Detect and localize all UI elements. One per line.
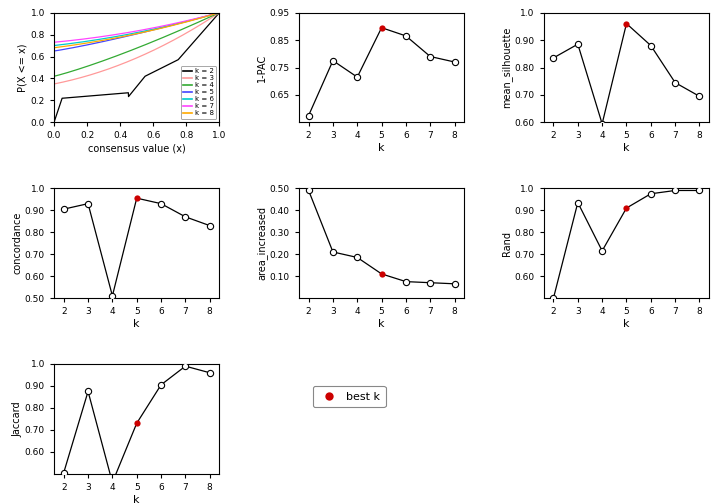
X-axis label: k: k <box>624 319 630 329</box>
X-axis label: consensus value (x): consensus value (x) <box>88 143 186 153</box>
X-axis label: k: k <box>378 143 385 153</box>
Y-axis label: area_increased: area_increased <box>256 206 267 280</box>
Legend: k = 2, k = 3, k = 4, k = 5, k = 6, k = 7, k = 8: k = 2, k = 3, k = 4, k = 5, k = 6, k = 7… <box>181 66 216 119</box>
X-axis label: k: k <box>133 494 140 504</box>
Y-axis label: P(X <= x): P(X <= x) <box>18 43 28 92</box>
Y-axis label: Jaccard: Jaccard <box>12 401 22 436</box>
Y-axis label: mean_silhouette: mean_silhouette <box>501 27 512 108</box>
Y-axis label: Rand: Rand <box>502 231 512 256</box>
Legend: best k: best k <box>312 386 386 407</box>
X-axis label: k: k <box>133 319 140 329</box>
Y-axis label: concordance: concordance <box>12 212 22 274</box>
X-axis label: k: k <box>624 143 630 153</box>
Y-axis label: 1-PAC: 1-PAC <box>257 53 267 82</box>
X-axis label: k: k <box>378 319 385 329</box>
